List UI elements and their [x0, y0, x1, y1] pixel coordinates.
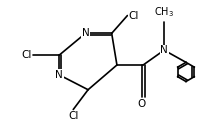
Text: Cl: Cl — [129, 11, 139, 21]
Text: Cl: Cl — [68, 111, 78, 121]
Text: Cl: Cl — [21, 50, 32, 60]
Text: N: N — [82, 28, 89, 38]
Text: N: N — [160, 45, 168, 55]
Text: CH$_3$: CH$_3$ — [154, 5, 174, 19]
Text: N: N — [55, 70, 63, 80]
Text: O: O — [138, 99, 146, 109]
